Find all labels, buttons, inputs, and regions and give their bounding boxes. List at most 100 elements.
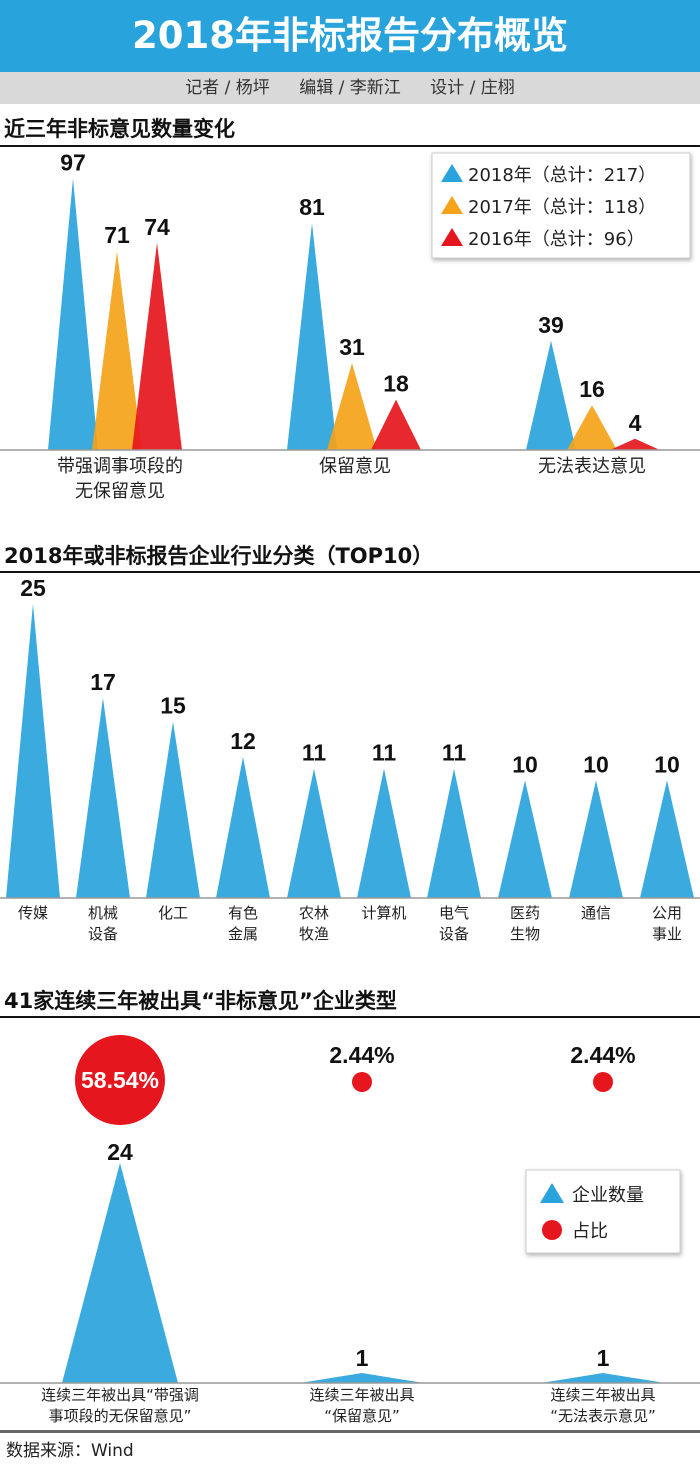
- value-label: 4: [629, 410, 642, 436]
- triangle-bar: [62, 1163, 178, 1383]
- value-label: 10: [583, 751, 609, 777]
- triangle-bar: [541, 1373, 665, 1383]
- category-label: 连续三年被出具: [550, 1386, 655, 1404]
- section-rule: [0, 571, 700, 573]
- category-label: 有色: [228, 904, 258, 922]
- triangle-bar: [6, 604, 60, 898]
- legend-box: [431, 152, 691, 259]
- section-title-1: 近三年非标意见数量变化: [4, 117, 235, 141]
- category-label: 化工: [158, 904, 188, 922]
- triangle-bar: [216, 756, 270, 898]
- triangle-bar: [427, 768, 481, 898]
- category-label: 公用: [652, 904, 682, 922]
- value-label: 31: [339, 334, 365, 360]
- value-label: 11: [372, 740, 397, 766]
- category-label: 设备: [88, 925, 118, 943]
- value-label: 74: [144, 214, 170, 240]
- value-label: 39: [538, 312, 564, 338]
- category-label: 通信: [581, 904, 611, 922]
- value-label: 15: [160, 693, 186, 719]
- value-label: 1: [356, 1345, 369, 1371]
- triangle-bar-red: [371, 399, 421, 450]
- legend-label: 2016年（总计：96）: [468, 229, 645, 250]
- category-label: 连续三年被出具: [309, 1386, 414, 1404]
- section-title-2: 2018年或非标报告企业行业分类（TOP10）: [4, 544, 434, 568]
- credit-reporter: 记者 / 杨坪: [185, 78, 270, 98]
- category-label: 传媒: [18, 904, 48, 922]
- triangle-bar: [569, 780, 623, 898]
- category-label: 机械: [88, 904, 118, 922]
- triangle-bar-orange: [327, 363, 377, 450]
- category-label: 无保留意见: [75, 481, 165, 502]
- category-label: 医药: [510, 904, 540, 922]
- category-label: “无法表示意见”: [550, 1407, 656, 1425]
- triangle-bar-red: [132, 242, 182, 450]
- value-label: 10: [512, 751, 538, 777]
- legend-triangle-icon: [441, 196, 463, 214]
- legend-triangle-icon: [441, 228, 463, 246]
- triangle-bar-blue: [48, 178, 98, 450]
- triangle-bar: [287, 768, 341, 898]
- data-source: 数据来源：Wind: [6, 1441, 134, 1461]
- legend-triangle-icon: [441, 164, 463, 182]
- category-label: 设备: [439, 925, 469, 943]
- share-circle: [352, 1072, 372, 1092]
- section-title-3: 41家连续三年被出具“非标意见”企业类型: [4, 989, 397, 1013]
- section-rule: [0, 145, 700, 147]
- share-circle: [593, 1072, 613, 1092]
- legend-circle-icon: [542, 1220, 562, 1240]
- credits: 记者 / 杨坪 编辑 / 李新江 设计 / 庄栩: [0, 72, 700, 104]
- footer-rule: [0, 1430, 700, 1433]
- triangle-bar: [300, 1373, 424, 1383]
- triangle-bar: [640, 780, 694, 898]
- category-label: 金属: [228, 925, 258, 943]
- category-label: 事业: [652, 925, 682, 943]
- share-label: 2.44%: [570, 1042, 635, 1068]
- legend-label: 2017年（总计：118）: [468, 197, 656, 218]
- value-label: 18: [383, 371, 409, 397]
- triangle-bar-blue: [526, 340, 576, 450]
- triangle-bar: [498, 780, 552, 898]
- value-label: 12: [230, 728, 256, 754]
- share-circle: [75, 1035, 165, 1125]
- triangle-bar-orange: [567, 405, 617, 450]
- share-label: 2.44%: [329, 1042, 394, 1068]
- value-label: 11: [302, 740, 327, 766]
- category-label: 牧渔: [299, 925, 329, 943]
- value-label: 71: [104, 222, 130, 248]
- category-label: 计算机: [361, 904, 406, 922]
- value-label: 10: [654, 751, 680, 777]
- value-label: 81: [299, 194, 325, 220]
- value-label: 11: [442, 740, 467, 766]
- value-label: 97: [60, 149, 86, 175]
- triangle-bar-blue: [287, 223, 337, 450]
- category-label: 无法表达意见: [538, 456, 646, 477]
- category-label: 连续三年被出具“带强调: [41, 1386, 199, 1404]
- category-label: 事项段的无保留意见”: [49, 1407, 192, 1425]
- value-label: 1: [597, 1345, 610, 1371]
- triangle-bar: [146, 721, 200, 898]
- category-label: 电气: [439, 904, 469, 922]
- credit-designer: 设计 / 庄栩: [430, 78, 515, 98]
- category-label: 生物: [510, 925, 540, 943]
- value-label: 24: [107, 1139, 133, 1165]
- credit-editor: 编辑 / 李新江: [299, 78, 401, 98]
- legend-label: 占比: [572, 1221, 608, 1242]
- triangle-bar-orange: [92, 251, 142, 450]
- value-label: 17: [90, 669, 116, 695]
- legend-label: 企业数量: [572, 1185, 644, 1206]
- triangle-bar: [357, 768, 411, 898]
- category-label: “保留意见”: [324, 1407, 400, 1425]
- value-label: 25: [20, 575, 46, 601]
- category-label: 农林: [299, 904, 329, 922]
- legend-label: 2018年（总计：217）: [468, 165, 656, 186]
- section-rule: [0, 1016, 700, 1018]
- legend-triangle-icon: [540, 1183, 564, 1203]
- value-label: 16: [579, 376, 605, 402]
- share-label: 58.54%: [81, 1067, 159, 1093]
- page-title: 2018年非标报告分布概览: [0, 0, 700, 72]
- triangle-bar-red: [610, 438, 660, 450]
- category-label: 带强调事项段的: [57, 456, 183, 477]
- triangle-bar: [76, 698, 130, 898]
